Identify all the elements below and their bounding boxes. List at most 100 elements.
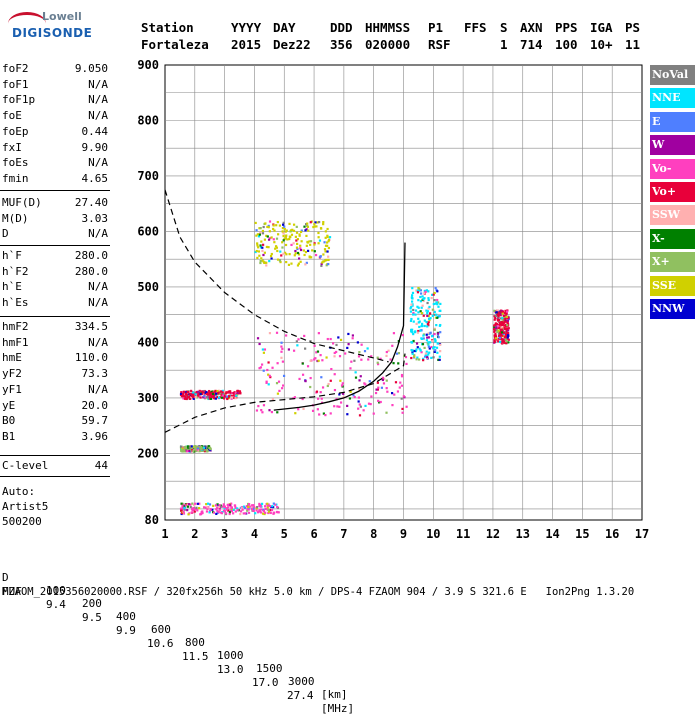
echo-point bbox=[195, 506, 198, 509]
echo-point bbox=[499, 335, 502, 338]
echo-point bbox=[439, 350, 442, 353]
param-name: C-level bbox=[2, 459, 49, 472]
echo-point bbox=[493, 318, 496, 321]
echo-point bbox=[261, 249, 264, 252]
param-row: hmE 110.0 bbox=[2, 351, 108, 367]
muf-curve bbox=[164, 353, 406, 433]
param-separator bbox=[0, 476, 110, 477]
echo-point bbox=[431, 339, 434, 342]
echo-point bbox=[313, 243, 316, 246]
echo-point bbox=[223, 390, 227, 393]
echo-point bbox=[363, 350, 367, 353]
echo-point bbox=[186, 504, 189, 507]
echo-point bbox=[438, 358, 441, 361]
legend-item: W bbox=[650, 135, 695, 156]
echo-point bbox=[306, 365, 310, 368]
echo-point bbox=[317, 242, 320, 245]
echo-point bbox=[436, 351, 439, 354]
echo-point bbox=[502, 332, 505, 336]
echo-point bbox=[423, 292, 426, 295]
echo-point bbox=[419, 295, 422, 299]
echo-point bbox=[204, 506, 208, 509]
echo-point bbox=[504, 338, 507, 341]
echo-point bbox=[250, 507, 254, 511]
echo-point bbox=[255, 507, 258, 510]
echo-point bbox=[255, 509, 258, 512]
echo-point bbox=[332, 342, 335, 345]
echo-point bbox=[234, 397, 237, 400]
echo-point bbox=[410, 296, 413, 299]
echo-point bbox=[266, 225, 269, 229]
echo-point bbox=[418, 325, 421, 329]
echo-point bbox=[430, 345, 433, 349]
echo-point bbox=[326, 337, 329, 341]
echo-point bbox=[280, 350, 283, 353]
echo-point bbox=[327, 240, 330, 243]
hdr-label-day: DAY bbox=[273, 20, 296, 35]
param-row: foE N/A bbox=[2, 109, 108, 125]
echo-point bbox=[499, 334, 503, 337]
param-name: M(D) bbox=[2, 211, 29, 225]
echo-point bbox=[287, 263, 291, 266]
echo-point bbox=[428, 305, 431, 309]
echo-point bbox=[212, 397, 215, 400]
echo-point bbox=[272, 224, 275, 227]
echo-point bbox=[267, 246, 270, 249]
echo-point bbox=[220, 396, 224, 399]
echo-point bbox=[349, 367, 352, 370]
echo-point bbox=[423, 346, 426, 349]
echo-point bbox=[301, 362, 304, 365]
echo-point bbox=[391, 404, 394, 407]
echo-point bbox=[252, 509, 255, 513]
echo-point bbox=[230, 502, 233, 505]
echo-point bbox=[207, 446, 210, 449]
echo-point bbox=[320, 397, 323, 400]
echo-point bbox=[415, 322, 418, 325]
echo-point bbox=[318, 413, 321, 416]
param-value: N/A bbox=[88, 296, 108, 310]
echo-point bbox=[268, 504, 272, 508]
param-row: B0 59.7 bbox=[2, 414, 108, 430]
hdr-value-p1: RSF bbox=[428, 37, 451, 52]
param-value: 0.44 bbox=[81, 124, 109, 138]
echo-point bbox=[327, 255, 330, 258]
param-value: 110.0 bbox=[74, 351, 108, 365]
echo-point bbox=[266, 368, 269, 372]
echo-point bbox=[426, 310, 430, 313]
hdr-value-time: 020000 bbox=[365, 37, 411, 52]
echo-point bbox=[306, 222, 309, 225]
muf-unit: [MHz] bbox=[321, 702, 355, 715]
echo-point bbox=[432, 293, 435, 296]
echo-point bbox=[351, 337, 354, 340]
echo-point bbox=[267, 503, 270, 506]
echo-point bbox=[236, 393, 239, 396]
echo-point bbox=[409, 307, 412, 310]
echo-point bbox=[296, 242, 299, 246]
echo-point bbox=[400, 397, 403, 400]
echo-point bbox=[416, 289, 419, 292]
echo-point bbox=[259, 511, 263, 514]
echo-point bbox=[507, 332, 510, 335]
echo-point bbox=[271, 505, 274, 508]
echo-point bbox=[376, 388, 380, 391]
echo-point bbox=[504, 314, 507, 317]
echo-point bbox=[292, 242, 295, 245]
echo-point bbox=[370, 395, 373, 398]
echo-point bbox=[266, 235, 269, 238]
echo-point bbox=[263, 348, 267, 351]
echo-point bbox=[502, 340, 505, 343]
echo-point bbox=[313, 358, 316, 361]
echo-point bbox=[429, 317, 432, 320]
echo-point bbox=[194, 396, 197, 399]
echo-point bbox=[244, 512, 247, 515]
echo-point bbox=[182, 390, 186, 393]
echo-point bbox=[435, 288, 438, 292]
echo-point bbox=[410, 330, 413, 333]
echo-point bbox=[193, 503, 196, 507]
echo-point bbox=[497, 334, 501, 338]
echo-point bbox=[358, 414, 362, 417]
param-row: h`E N/A bbox=[2, 280, 108, 296]
echo-point bbox=[276, 505, 279, 509]
echo-point bbox=[212, 395, 215, 398]
echo-point bbox=[192, 395, 195, 398]
